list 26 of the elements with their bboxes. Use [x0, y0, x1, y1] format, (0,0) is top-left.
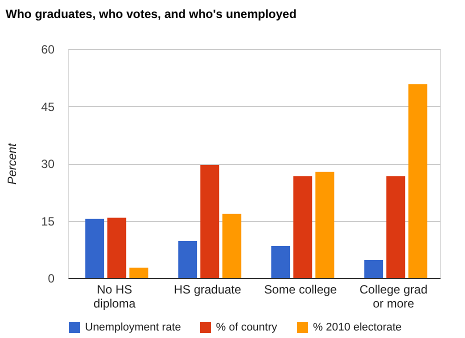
bar	[200, 165, 220, 278]
y-tick-label: 60	[41, 42, 55, 56]
bar	[386, 176, 406, 278]
y-tick-label: 30	[41, 157, 55, 171]
bar	[271, 246, 290, 278]
y-axis-title: Percent	[5, 142, 20, 185]
bar	[364, 260, 384, 278]
y-tick-label: 0	[48, 272, 55, 286]
bar	[85, 218, 104, 278]
x-tick-label: HS graduate	[174, 282, 242, 296]
x-tick-label: Some college	[264, 282, 338, 296]
y-tick-label: 15	[41, 214, 55, 228]
legend-label: % of country	[216, 322, 278, 334]
bar	[129, 268, 148, 278]
legend-label: % 2010 electorate	[313, 322, 402, 334]
bar	[408, 84, 428, 278]
bar	[107, 218, 126, 278]
legend-label: Unemployment rate	[85, 322, 181, 334]
bar	[178, 240, 198, 278]
y-tick-label: 45	[41, 100, 55, 114]
chart-title: Who graduates, who votes, and who's unemployed	[6, 7, 297, 21]
bar	[222, 214, 242, 278]
x-tick-label: College grad or more	[359, 282, 428, 310]
x-tick-label: No HS diploma	[93, 282, 136, 310]
bar	[315, 172, 334, 278]
bar	[293, 176, 312, 278]
